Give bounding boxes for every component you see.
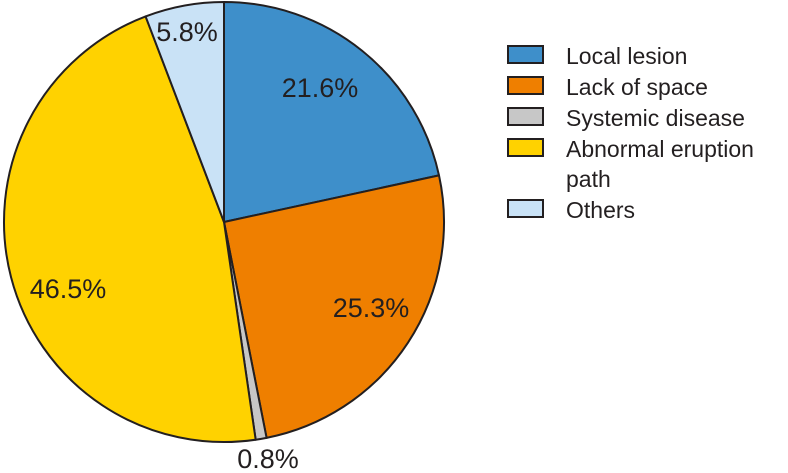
pie-slice-lack-of-space (223, 174, 445, 439)
legend: Local lesion Lack of space Systemic diseas… (507, 41, 778, 226)
legend-item-others: Others (507, 195, 778, 225)
slice-labels: 21.6% 25.3% 0.8% 46.5% 5.8% (30, 17, 410, 473)
legend-swatch-others (507, 199, 544, 218)
pie-slice-local-lesion (223, 1, 440, 223)
legend-item-systemic-disease: Systemic disease (507, 103, 778, 133)
legend-item-abnormal-eruption-path: Abnormal eruption path (507, 134, 778, 194)
legend-label-local-lesion: Local lesion (566, 43, 688, 69)
legend-swatch-local-lesion (507, 45, 544, 64)
legend-swatch-abnormal-eruption-path (507, 138, 544, 157)
pie-slice-abnormal-eruption-path (3, 15, 257, 443)
legend-label-systemic-disease: Systemic disease (566, 105, 745, 131)
pie-slices (3, 1, 445, 443)
legend-swatch-lack-of-space (507, 76, 544, 95)
legend-item-lack-of-space: Lack of space (507, 72, 778, 102)
legend-swatch-systemic-disease (507, 107, 544, 126)
slice-label-local-lesion: 21.6% (282, 73, 359, 103)
pie-slice-others (144, 1, 225, 223)
legend-label-lack-of-space: Lack of space (566, 74, 708, 100)
slice-label-others: 5.8% (156, 17, 218, 47)
legend-label-abnormal-eruption-path: Abnormal eruption path (566, 136, 754, 192)
legend-item-local-lesion: Local lesion (507, 41, 778, 71)
slice-label-abnormal-eruption-path: 46.5% (30, 274, 107, 304)
legend-label-others: Others (566, 197, 636, 223)
slice-label-systemic-disease: 0.8% (237, 444, 299, 473)
slice-label-lack-of-space: 25.3% (333, 293, 410, 323)
